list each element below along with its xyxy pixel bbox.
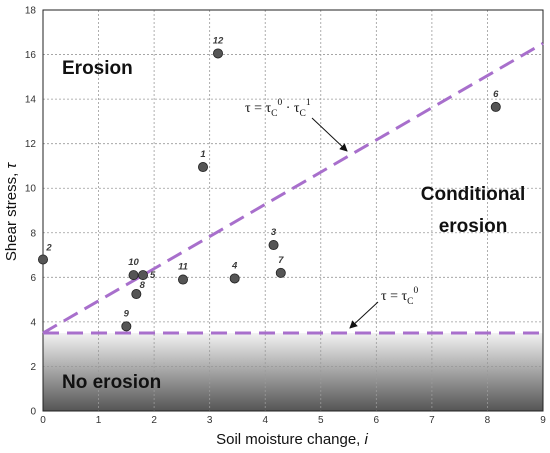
- y-tick-label: 14: [25, 95, 37, 106]
- y-tick-label: 6: [30, 273, 36, 284]
- formula-upper-sub2: C: [300, 109, 306, 119]
- data-point-label: 10: [128, 257, 139, 268]
- x-axis-label: Soil moisture change, i: [216, 431, 368, 448]
- data-point: [131, 289, 142, 300]
- x-axis-label-text: Soil moisture change,: [216, 431, 364, 448]
- formula-upper-sub1: C: [271, 109, 277, 119]
- data-point-label: 6: [493, 89, 499, 100]
- formula-upper-arrow: [311, 117, 348, 152]
- y-tick-label: 8: [30, 228, 36, 239]
- formula-lower: τ = τC0: [381, 286, 419, 307]
- y-tick-label: 16: [25, 50, 37, 61]
- x-tick-label: 5: [318, 415, 324, 426]
- plot-frame: [42, 9, 544, 412]
- x-tick-label: 4: [262, 415, 268, 426]
- data-point-label: 9: [124, 308, 130, 319]
- data-point-label: 5: [150, 270, 156, 281]
- x-tick-label: 2: [151, 415, 157, 426]
- data-point: [229, 273, 240, 284]
- formula-upper-dot: · τ: [282, 101, 300, 116]
- data-point-label: 7: [278, 255, 284, 266]
- data-point-label: 2: [45, 243, 52, 254]
- formula-upper: τ = τC0 · τC1: [245, 98, 311, 119]
- y-tick-label: 2: [30, 362, 36, 373]
- x-tick-label: 9: [540, 415, 546, 426]
- y-axis-label: Shear stress, τ: [3, 162, 20, 262]
- y-axis-label-text: Shear stress,: [3, 169, 20, 262]
- data-point: [268, 240, 279, 251]
- data-point: [212, 48, 223, 59]
- data-point-label: 12: [213, 35, 224, 46]
- threshold-line-tc0_tc1: [42, 42, 544, 335]
- threshold-lines: [42, 42, 544, 335]
- formula-lower-arrow: [349, 301, 379, 329]
- y-tick-label: 12: [25, 139, 37, 150]
- region-label-conditional: Conditional: [421, 184, 525, 205]
- region-label-erosion: Erosion: [62, 58, 133, 79]
- data-point: [128, 270, 139, 281]
- x-axis-label-var: i: [365, 431, 369, 448]
- y-tick-label: 4: [30, 317, 36, 328]
- x-tick-label: 6: [374, 415, 380, 426]
- data-point: [197, 162, 208, 173]
- data-point-label: 4: [231, 260, 238, 271]
- y-tick-label: 18: [25, 6, 37, 17]
- x-tick-label: 3: [207, 415, 213, 426]
- data-point: [490, 101, 501, 112]
- data-point: [275, 267, 286, 278]
- data-point: [38, 254, 49, 265]
- region-label-conditional-erosion: erosion: [439, 216, 508, 237]
- y-tick-label: 0: [30, 407, 36, 418]
- data-point-label: 11: [178, 262, 188, 273]
- x-tick-label: 7: [429, 415, 435, 426]
- y-tick-label: 10: [25, 184, 37, 195]
- formula-upper-lhs: τ = τ: [245, 101, 272, 116]
- data-point-label: 8: [140, 280, 146, 291]
- data-point-label: 3: [271, 227, 277, 238]
- data-point-label: 1: [200, 149, 205, 160]
- region-label-no-erosion: No erosion: [62, 372, 161, 393]
- data-point: [137, 270, 148, 281]
- x-tick-label: 1: [96, 415, 102, 426]
- formula-lower-sup1: 0: [414, 286, 419, 296]
- formula-upper-sup1: 0: [278, 98, 283, 108]
- data-point: [121, 321, 132, 332]
- x-tick-label: 8: [485, 415, 491, 426]
- data-point: [177, 274, 188, 285]
- y-axis-label-var: τ: [3, 162, 20, 169]
- formula-upper-sup2: 1: [306, 98, 311, 108]
- x-tick-label: 0: [40, 415, 46, 426]
- formula-lower-sub1: C: [407, 297, 413, 307]
- formula-lower-lhs: τ = τ: [381, 289, 408, 304]
- no-erosion-region: [43, 333, 543, 411]
